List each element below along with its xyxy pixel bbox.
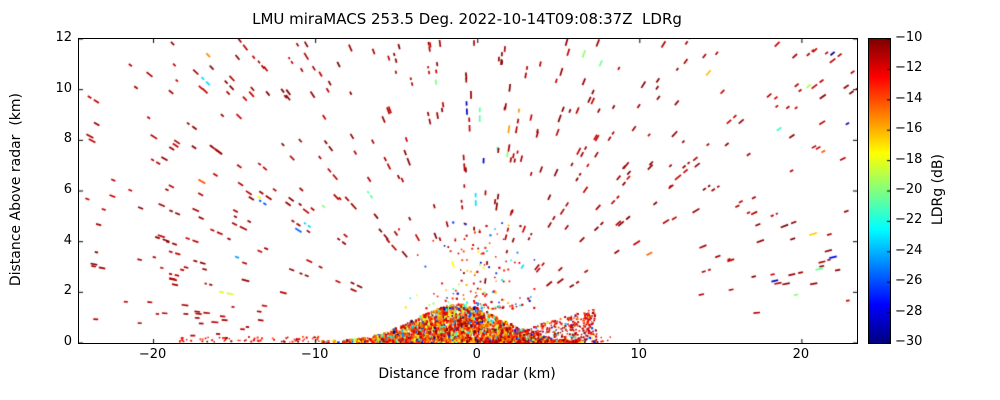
x-axis-label: Distance from radar (km) xyxy=(378,366,556,382)
colorbar-tick-label: −18 xyxy=(895,151,923,167)
y-tick-label: 4 xyxy=(63,232,72,248)
colorbar-tick-label: −30 xyxy=(895,334,923,349)
y-tick-label: 2 xyxy=(63,283,72,299)
plot-area xyxy=(78,38,858,344)
colorbar-tick-label: −14 xyxy=(895,90,923,106)
colorbar-tick-label: −12 xyxy=(895,60,923,76)
colorbar-tick-label: −26 xyxy=(895,273,923,289)
y-tick-label: 6 xyxy=(63,182,72,197)
y-tick-label: 0 xyxy=(63,334,72,349)
y-tick-label: 8 xyxy=(63,131,72,147)
colorbar-tick-label: −10 xyxy=(895,30,923,45)
colorbar-canvas xyxy=(869,39,890,343)
colorbar-tick-label: −28 xyxy=(895,303,923,319)
colorbar xyxy=(868,38,891,344)
x-tick-label: 0 xyxy=(472,347,481,362)
colorbar-tick-label: −24 xyxy=(895,242,923,258)
y-axis-label: Distance Above radar (km) xyxy=(8,93,24,287)
chart-title: LMU miraMACS 253.5 Deg. 2022-10-14T09:08… xyxy=(252,10,682,28)
colorbar-tick-label: −20 xyxy=(895,182,923,197)
x-tick-label: 10 xyxy=(630,347,648,362)
colorbar-tick-label: −22 xyxy=(895,212,923,228)
x-tick-label: −10 xyxy=(300,347,329,362)
x-tick-label: −20 xyxy=(138,347,167,362)
y-tick-label: 10 xyxy=(55,80,72,96)
scatter-plot-canvas xyxy=(79,39,857,343)
y-tick-label: 12 xyxy=(55,30,72,45)
x-tick-label: 20 xyxy=(792,347,810,362)
y-axis-label-box: Distance Above radar (km) xyxy=(6,38,26,342)
colorbar-tick-label: −16 xyxy=(895,121,923,137)
